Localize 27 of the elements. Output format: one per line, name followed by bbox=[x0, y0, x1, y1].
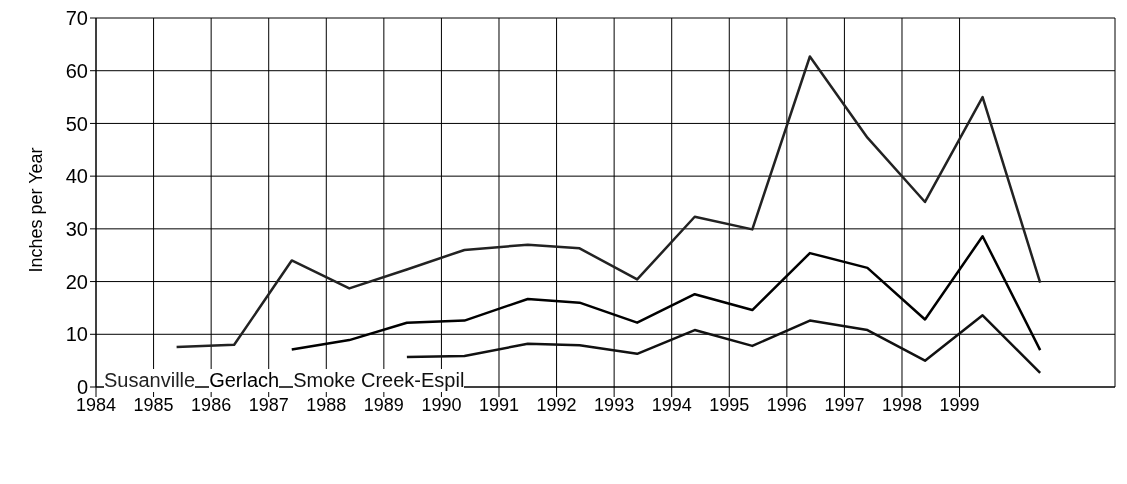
line-series bbox=[175, 55, 1042, 349]
x-tick-label: 1991 bbox=[478, 395, 520, 415]
x-tick-label: 1997 bbox=[824, 395, 865, 415]
x-tick-label: 1996 bbox=[766, 395, 807, 415]
y-tick-label: 40 bbox=[65, 165, 88, 188]
x-tick-label: 1986 bbox=[191, 395, 232, 415]
x-tick-label: 1987 bbox=[248, 395, 289, 415]
y-tick-label: 30 bbox=[65, 217, 88, 240]
x-tick-label: 1999 bbox=[939, 395, 980, 415]
y-tick-label: 50 bbox=[65, 112, 88, 135]
x-tick-label: 1990 bbox=[421, 395, 462, 415]
x-tick-label: 1985 bbox=[133, 395, 174, 415]
series-label: Gerlach bbox=[209, 369, 280, 392]
y-tick-label: 20 bbox=[65, 270, 88, 293]
y-tick-label: 70 bbox=[65, 7, 88, 30]
y-tick-label: 60 bbox=[65, 59, 88, 82]
y-tick-label: 10 bbox=[65, 323, 88, 346]
series-label: Susanville bbox=[104, 369, 196, 392]
x-tick-label: 1989 bbox=[363, 395, 404, 415]
x-tick-label: 1992 bbox=[536, 395, 577, 415]
x-tick-label: 1995 bbox=[709, 395, 750, 415]
x-tick-label: 1993 bbox=[594, 395, 635, 415]
x-tick-label: 1998 bbox=[881, 395, 923, 415]
series-label: Smoke Creek-Espil bbox=[293, 369, 465, 392]
y-axis-title: Inches per Year bbox=[26, 147, 47, 273]
x-tick-label: 1988 bbox=[306, 395, 347, 415]
x-tick-label: 1994 bbox=[651, 395, 692, 415]
